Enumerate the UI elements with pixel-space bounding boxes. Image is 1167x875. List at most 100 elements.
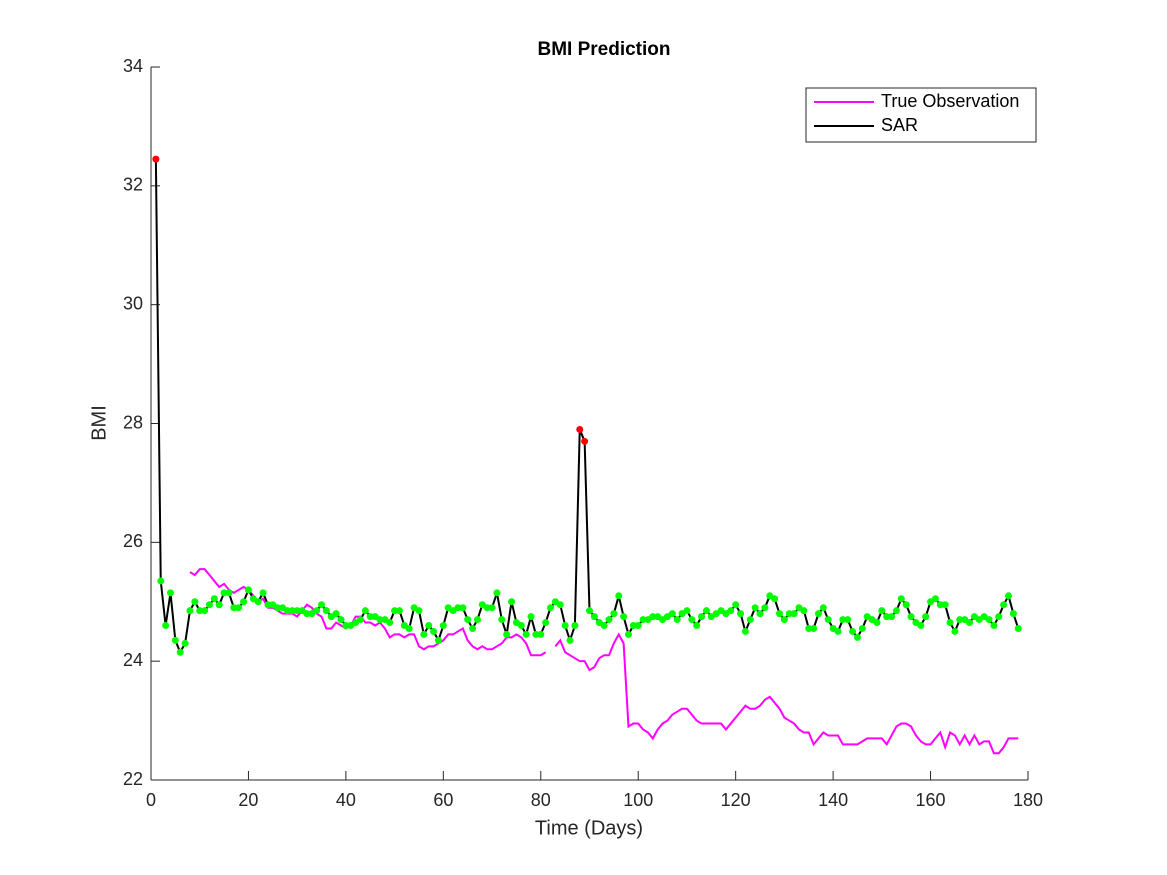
marker xyxy=(561,622,569,630)
marker xyxy=(746,616,754,624)
marker xyxy=(907,613,915,621)
x-tick-label: 20 xyxy=(238,790,258,810)
y-tick-label: 22 xyxy=(123,769,143,789)
marker xyxy=(1014,624,1022,632)
marker xyxy=(624,630,632,638)
marker xyxy=(571,622,579,630)
marker xyxy=(800,607,808,615)
marker xyxy=(186,607,194,615)
marker xyxy=(454,604,462,612)
marker xyxy=(995,613,1003,621)
marker xyxy=(1000,601,1008,609)
marker xyxy=(542,619,550,627)
marker xyxy=(459,604,467,612)
x-tick-label: 140 xyxy=(818,790,848,810)
marker xyxy=(892,607,900,615)
marker xyxy=(858,624,866,632)
marker xyxy=(849,627,857,635)
marker xyxy=(361,607,369,615)
marker xyxy=(761,604,769,612)
marker xyxy=(464,616,472,624)
marker xyxy=(283,607,291,615)
y-tick-label: 28 xyxy=(123,412,143,432)
marker xyxy=(805,624,813,632)
marker xyxy=(737,610,745,618)
marker xyxy=(776,610,784,618)
marker xyxy=(318,601,326,609)
marker xyxy=(157,577,165,585)
marker xyxy=(473,616,481,624)
marker xyxy=(420,630,428,638)
marker xyxy=(415,607,423,615)
marker xyxy=(244,586,252,594)
marker xyxy=(741,627,749,635)
marker xyxy=(756,610,764,618)
marker xyxy=(844,616,852,624)
marker xyxy=(391,607,399,615)
marker xyxy=(605,616,613,624)
marker xyxy=(834,627,842,635)
marker xyxy=(873,619,881,627)
marker xyxy=(483,604,491,612)
marker xyxy=(897,595,905,603)
y-tick-label: 30 xyxy=(123,293,143,313)
marker xyxy=(230,604,238,612)
marker xyxy=(313,607,321,615)
marker xyxy=(425,622,433,630)
y-tick-label: 24 xyxy=(123,650,143,670)
marker xyxy=(702,607,710,615)
marker xyxy=(439,622,447,630)
marker xyxy=(824,616,832,624)
marker xyxy=(985,616,993,624)
marker xyxy=(771,595,779,603)
marker xyxy=(917,622,925,630)
marker xyxy=(883,613,891,621)
legend-label: True Observation xyxy=(881,91,1019,111)
legend-label: SAR xyxy=(881,115,918,135)
marker xyxy=(610,610,618,618)
marker xyxy=(668,610,676,618)
marker xyxy=(274,604,282,612)
marker xyxy=(951,627,959,635)
marker xyxy=(342,622,350,630)
x-axis-label: Time (Days) xyxy=(535,817,643,839)
marker xyxy=(853,633,861,641)
marker xyxy=(532,630,540,638)
marker xyxy=(629,622,637,630)
marker xyxy=(785,610,793,618)
marker xyxy=(931,595,939,603)
marker xyxy=(810,624,818,632)
x-tick-label: 40 xyxy=(336,790,356,810)
x-tick-label: 80 xyxy=(531,790,551,810)
marker xyxy=(936,601,944,609)
marker xyxy=(215,601,223,609)
marker xyxy=(688,616,696,624)
marker xyxy=(293,607,301,615)
marker xyxy=(600,622,608,630)
legend-box xyxy=(805,87,1037,143)
marker xyxy=(210,595,218,603)
marker xyxy=(191,598,199,606)
marker xyxy=(956,616,964,624)
marker xyxy=(527,613,535,621)
marker xyxy=(683,607,691,615)
marker xyxy=(181,639,189,647)
marker xyxy=(732,601,740,609)
marker xyxy=(235,604,243,612)
marker xyxy=(376,616,384,624)
marker xyxy=(259,589,267,597)
marker xyxy=(196,607,204,615)
marker xyxy=(166,589,174,597)
marker xyxy=(1009,610,1017,618)
marker xyxy=(288,607,296,615)
marker xyxy=(430,627,438,635)
marker xyxy=(581,437,589,445)
marker xyxy=(819,604,827,612)
marker xyxy=(990,622,998,630)
marker xyxy=(547,604,555,612)
marker xyxy=(634,622,642,630)
marker xyxy=(576,425,584,433)
marker xyxy=(171,636,179,644)
marker xyxy=(488,604,496,612)
